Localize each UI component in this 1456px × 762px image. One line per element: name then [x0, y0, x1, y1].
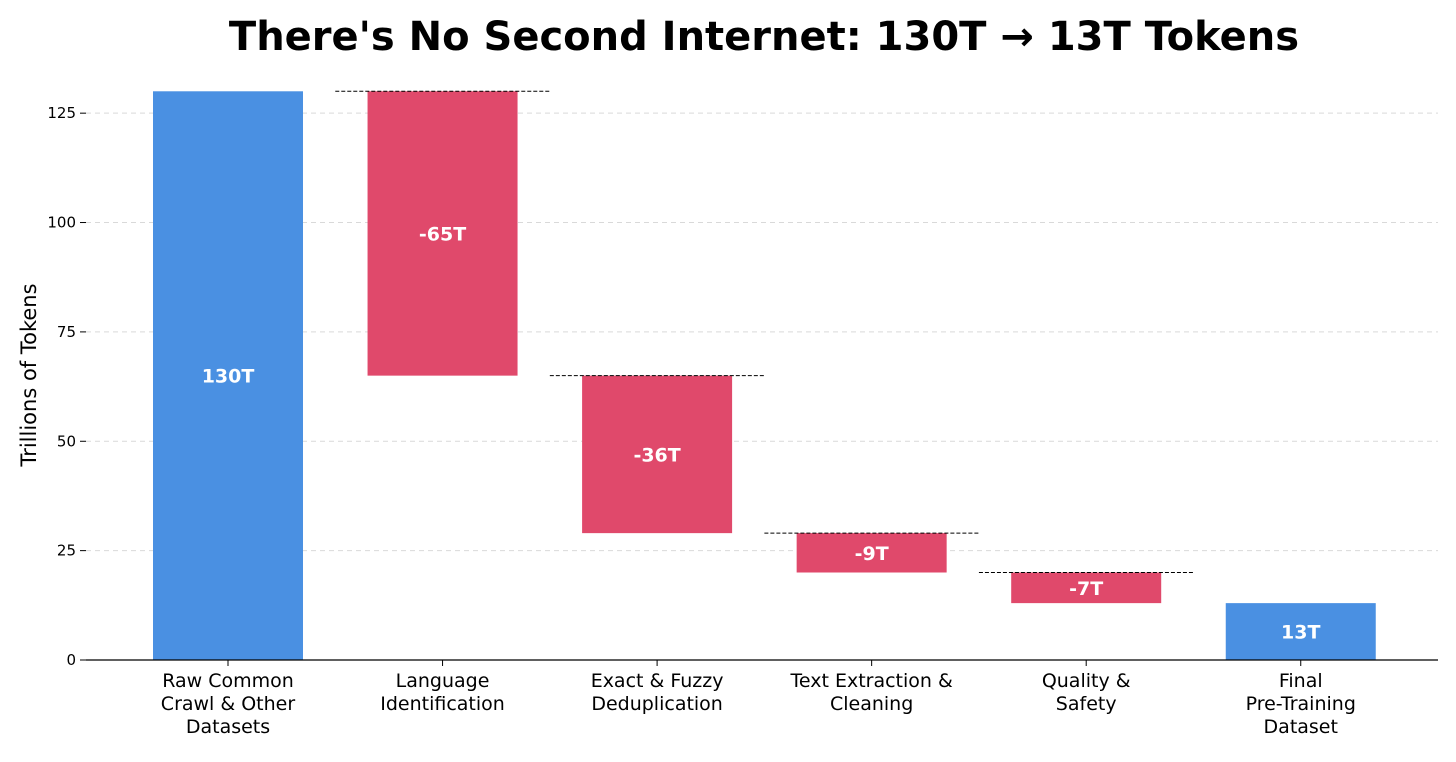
y-tick-label: 100: [47, 214, 76, 232]
y-tick-label: 125: [47, 104, 76, 122]
y-axis-label: Trillions of Tokens: [17, 283, 41, 467]
bar: [582, 375, 733, 534]
y-tick-label: 0: [66, 651, 76, 669]
bar-value-label: 13T: [1281, 622, 1320, 644]
y-tick-label: 25: [57, 542, 76, 560]
bar-value-label: -7T: [1069, 578, 1103, 600]
x-tick-label: Final Pre-Training Dataset: [1246, 670, 1356, 738]
bar: [367, 91, 518, 376]
bar-value-label: -9T: [855, 543, 889, 565]
bars: [153, 91, 1376, 660]
bar-value-label: -65T: [419, 223, 466, 245]
gridlines: [86, 112, 1438, 552]
bar: [796, 533, 947, 573]
bar-value-label: -36T: [633, 444, 680, 466]
bar: [153, 91, 303, 660]
bar-value-label: 130T: [202, 366, 255, 388]
bar: [1225, 603, 1376, 660]
x-tick-label: Quality & Safety: [1042, 670, 1131, 715]
x-tick-label: Language Identification: [380, 670, 505, 715]
axes: 0 25 50 75 100 125 Raw Common Crawl & Other Data…: [47, 104, 1438, 738]
x-tick-label: Raw Common Crawl & Other Datasets: [161, 670, 296, 738]
bar-labels: 130T -65T -36T -9T -7T 13T: [202, 223, 1321, 643]
bar: [1011, 572, 1162, 604]
y-tick-label: 50: [57, 432, 76, 450]
x-tick-label: Exact & Fuzzy Deduplication: [591, 670, 724, 715]
chart-title: There's No Second Internet: 130T → 13T T…: [229, 14, 1299, 60]
y-tick-label: 75: [57, 323, 76, 341]
x-tick-label: Text Extraction & Cleaning: [789, 670, 953, 715]
